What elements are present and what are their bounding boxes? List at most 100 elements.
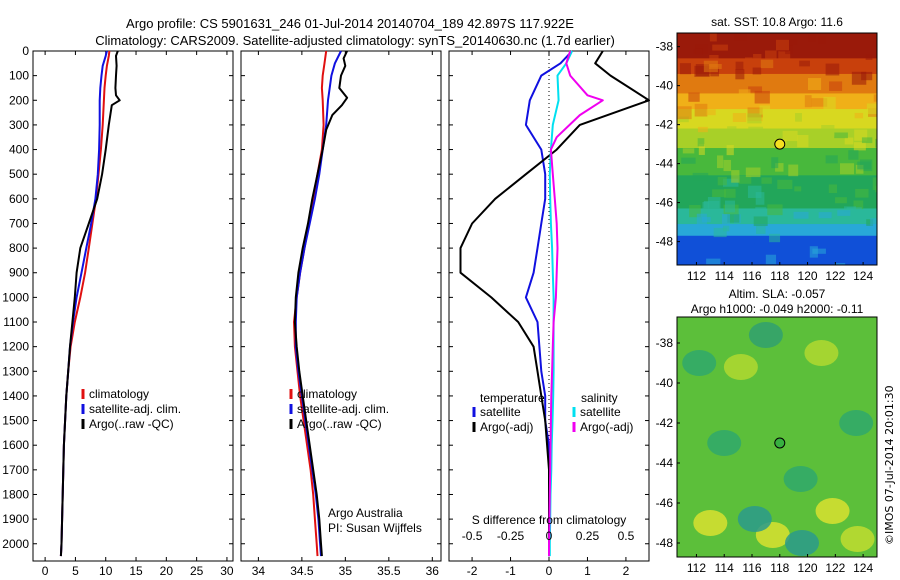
- sst-texture: [713, 227, 727, 238]
- figure-title-line1: Argo profile: CS 5901631_246 01-Jul-2014…: [126, 16, 574, 31]
- y-tick-label: -48: [656, 536, 674, 550]
- y-tick-label: 1200: [2, 340, 29, 354]
- sla-anomaly: [840, 526, 875, 552]
- sst-texture: [689, 205, 701, 218]
- sst-texture: [769, 233, 781, 243]
- sst-texture: [835, 197, 847, 204]
- sst-texture: [872, 34, 877, 48]
- sst-texture: [747, 113, 762, 124]
- y-tick-label: 400: [9, 143, 29, 157]
- plot-frame: [32, 50, 234, 562]
- sst-texture: [855, 188, 869, 198]
- y-tick-label: -48: [656, 235, 674, 249]
- sst-texture: [775, 39, 790, 51]
- x2-tick-label: -0.5: [462, 529, 483, 543]
- sst-texture: [776, 243, 788, 257]
- sst-texture: [870, 218, 877, 226]
- sst-texture: [736, 253, 745, 264]
- sst-texture: [698, 143, 705, 155]
- map-field: [677, 33, 877, 265]
- sst-texture: [695, 64, 710, 76]
- y-tick-label: -38: [656, 336, 674, 350]
- sst-texture: [733, 33, 748, 41]
- y-tick-label: 1100: [3, 315, 29, 329]
- sla-anomaly: [682, 350, 717, 376]
- series-line-argo-adj-: [459, 50, 650, 557]
- plot-frame: [240, 50, 442, 562]
- y-tick-label: 1300: [2, 364, 29, 378]
- sst-texture: [853, 200, 864, 210]
- sla-anomaly: [707, 430, 742, 456]
- y-tick-label: 0: [22, 44, 29, 58]
- sst-texture: [818, 36, 826, 44]
- x-tick-label: 20: [160, 564, 174, 578]
- sst-texture: [767, 204, 783, 216]
- figure-title-line2: Climatology: CARS2009. Satellite-adjuste…: [95, 33, 615, 48]
- sst-band: [677, 109, 877, 130]
- x-tick-label: 35: [339, 564, 353, 578]
- x2-axis-label: S difference from climatology: [472, 513, 627, 527]
- x-tick-label: 30: [220, 564, 234, 578]
- x-tick-label: 1: [584, 564, 591, 578]
- legend-label: Argo(..raw -QC): [89, 417, 174, 431]
- difference-profile-plot: -2 -1 0 1 2T difference from climatology temp…: [448, 50, 650, 580]
- x-axis-label: temperature (deg C): [79, 578, 187, 580]
- x-tick-label: 112: [687, 269, 706, 283]
- y-tick-label: -38: [656, 40, 674, 54]
- x-axis-label: T difference from climatology: [472, 578, 626, 580]
- y-tick-label: -42: [656, 416, 674, 430]
- sst-texture: [688, 92, 700, 102]
- sst-texture: [712, 189, 727, 198]
- sst-texture: [756, 225, 766, 234]
- sst-texture: [697, 138, 705, 147]
- sst-texture: [866, 219, 874, 226]
- sla-anomaly: [785, 530, 819, 556]
- sst-texture: [812, 248, 826, 254]
- sst-texture: [818, 256, 829, 264]
- sst-texture: [865, 53, 873, 60]
- sst-texture: [677, 106, 692, 120]
- map-title: sat. SST: 10.8 Argo: 11.6: [711, 15, 843, 29]
- sst-texture: [765, 50, 777, 61]
- y-tick-label: -42: [656, 118, 674, 132]
- sst-texture: [706, 258, 721, 265]
- sst-texture: [732, 113, 747, 122]
- sla-anomaly: [839, 410, 874, 436]
- sst-texture: [709, 63, 722, 70]
- legend-label: climatology: [89, 387, 149, 401]
- legend-label: satellite: [480, 405, 521, 419]
- legend-label: satellite-adj. clim.: [89, 402, 181, 416]
- sst-texture: [837, 210, 851, 216]
- sst-texture: [818, 212, 832, 219]
- sst-texture: [709, 33, 717, 42]
- sla-anomaly: [723, 354, 758, 380]
- sst-texture: [844, 137, 854, 145]
- sst-texture: [807, 78, 822, 91]
- sst-texture: [735, 61, 744, 70]
- sst-texture: [747, 107, 763, 118]
- sst-texture: [872, 177, 877, 191]
- x-tick-label: 122: [825, 561, 845, 575]
- legend-title-temperature: temperature: [480, 391, 545, 405]
- y-tick-label: -44: [656, 456, 674, 470]
- x-tick-label: 0: [546, 564, 553, 578]
- y-tick-label: 600: [9, 192, 29, 206]
- sst-texture: [755, 207, 767, 216]
- sst-texture: [777, 179, 793, 190]
- x-tick-label: 25: [190, 564, 204, 578]
- sst-texture: [678, 116, 689, 123]
- x-tick-label: 36: [426, 564, 440, 578]
- sla-anomaly: [737, 506, 772, 532]
- y-tick-label: 1600: [2, 438, 29, 452]
- sst-texture: [825, 155, 838, 164]
- sst-texture: [861, 71, 873, 81]
- series-line-argo-adj-: [548, 50, 604, 557]
- x-tick-label: 35.5: [377, 564, 401, 578]
- y-tick-label: 100: [9, 69, 29, 83]
- sst-texture: [759, 105, 771, 115]
- annotation-pi: PI: Susan Wijffels: [328, 521, 422, 535]
- sst-texture: [775, 163, 784, 172]
- sst-texture: [778, 51, 791, 60]
- x-tick-label: 114: [715, 269, 734, 283]
